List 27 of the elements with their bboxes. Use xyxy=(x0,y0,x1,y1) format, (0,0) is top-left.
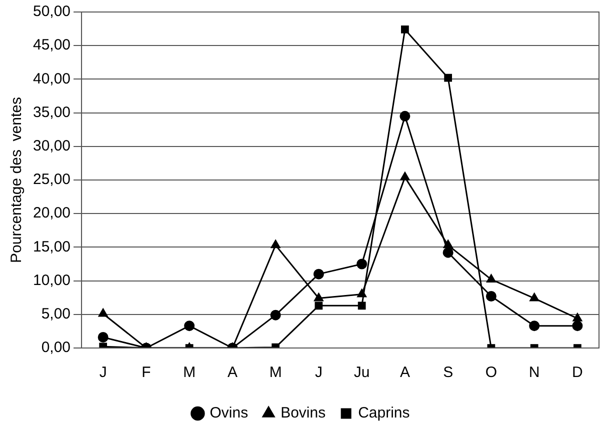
x-tick-label: J xyxy=(314,364,322,382)
y-axis-title: Pourcentage des ventes xyxy=(8,97,26,263)
legend-label: Ovins xyxy=(210,404,248,422)
y-tick-label: 0,00 xyxy=(41,339,71,356)
y-tick-label: 25,00 xyxy=(32,171,71,188)
x-tick-label: A xyxy=(227,364,238,382)
x-tick-label: D xyxy=(572,364,584,382)
y-tick-label: 45,00 xyxy=(32,36,71,54)
y-tick-label: 15,00 xyxy=(32,238,71,256)
x-tick-label: Ju xyxy=(354,364,370,382)
y-tick-label: 20,00 xyxy=(32,204,71,222)
x-tick-label: O xyxy=(485,364,498,382)
y-tick-label: 5,00 xyxy=(41,306,71,323)
x-tick-label: M xyxy=(183,364,196,382)
legend-label: Caprins xyxy=(358,404,410,422)
y-tick-label: 10,00 xyxy=(32,272,71,289)
y-tick-label: 40,00 xyxy=(32,70,71,88)
x-tick-label: F xyxy=(142,364,151,382)
y-tick-label: 50,00 xyxy=(32,3,71,20)
x-tick-label: A xyxy=(400,364,410,382)
x-tick-label: S xyxy=(443,364,454,382)
y-tick-label: 35,00 xyxy=(32,104,71,121)
x-tick-label: N xyxy=(528,364,540,382)
legend-label: Bovins xyxy=(280,404,326,422)
y-tick-label: 30,00 xyxy=(32,138,71,155)
x-tick-label: M xyxy=(269,364,282,382)
x-tick-label: J xyxy=(99,364,107,382)
